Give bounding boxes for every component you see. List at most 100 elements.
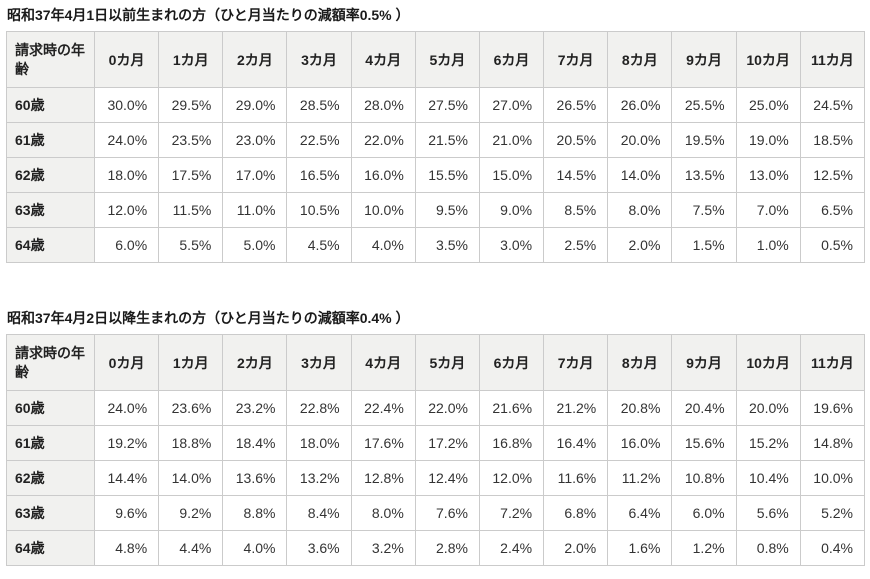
rate-cell: 20.0% xyxy=(735,390,801,426)
rate-cell: 12.0% xyxy=(478,460,545,496)
rate-cell: 18.8% xyxy=(158,425,224,461)
rate-cell: 24.0% xyxy=(93,390,160,426)
rate-cell: 12.5% xyxy=(799,157,866,193)
rate-cell: 20.0% xyxy=(607,122,673,158)
month-header-cell: 11カ月 xyxy=(799,334,866,391)
rate-cell: 10.0% xyxy=(799,460,866,496)
rate-cell: 0.8% xyxy=(735,530,801,566)
rate-cell: 15.5% xyxy=(414,157,480,193)
rate-cell: 22.0% xyxy=(414,390,480,426)
rate-cell: 6.5% xyxy=(799,192,866,228)
rate-cell: 6.8% xyxy=(543,495,609,531)
table-row: 63歳 9.6% 9.2% 8.8% 8.4% 8.0% 7.6% 7.2% 6.8% 6.4% 6… xyxy=(6,495,866,531)
rate-cell: 6.4% xyxy=(607,495,673,531)
rate-cell: 28.0% xyxy=(350,87,416,123)
rate-cell: 28.5% xyxy=(286,87,352,123)
rate-cell: 21.5% xyxy=(414,122,480,158)
rate-cell: 21.6% xyxy=(478,390,545,426)
rate-cell: 5.2% xyxy=(799,495,866,531)
rate-cell: 23.5% xyxy=(158,122,224,158)
rate-cell: 23.2% xyxy=(222,390,288,426)
rate-cell: 15.0% xyxy=(478,157,545,193)
header-row: 請求時の年齢 0カ月 1カ月 2カ月 3カ月 4カ月 5カ月 6カ月 7カ月 8カ月 9カ月 10カ月… xyxy=(6,334,866,391)
month-header-cell: 10カ月 xyxy=(735,334,801,391)
rate-cell: 22.4% xyxy=(350,390,416,426)
rate-cell: 5.5% xyxy=(158,227,224,263)
rate-cell: 8.5% xyxy=(543,192,609,228)
age-row-header: 60歳 xyxy=(6,390,95,426)
rate-cell: 14.0% xyxy=(158,460,224,496)
header-row: 請求時の年齢 0カ月 1カ月 2カ月 3カ月 4カ月 5カ月 6カ月 7カ月 8カ月 9カ月 10カ月… xyxy=(6,31,866,88)
corner-header-cell: 請求時の年齢 xyxy=(6,31,95,88)
rate-cell: 10.0% xyxy=(350,192,416,228)
table-row: 62歳 18.0% 17.5% 17.0% 16.5% 16.0% 15.5% 15.0% 14… xyxy=(6,157,866,193)
month-header-cell: 7カ月 xyxy=(543,334,609,391)
rate-cell: 11.6% xyxy=(543,460,609,496)
rate-cell: 5.6% xyxy=(735,495,801,531)
rate-cell: 12.0% xyxy=(93,192,160,228)
month-header-cell: 1カ月 xyxy=(158,334,224,391)
rate-cell: 17.2% xyxy=(414,425,480,461)
month-header-cell: 6カ月 xyxy=(478,334,545,391)
table-row: 64歳 4.8% 4.4% 4.0% 3.6% 3.2% 2.8% 2.4% 2.0% 1.6% 1… xyxy=(6,530,866,566)
table-section-before-showa37: 昭和37年4月1日以前生まれの方（ひと月当たりの減額率0.5% ） 請求時の年齢… xyxy=(6,8,870,263)
age-row-header: 64歳 xyxy=(6,227,95,263)
month-header-cell: 5カ月 xyxy=(414,334,480,391)
rate-cell: 13.2% xyxy=(286,460,352,496)
rate-cell: 18.0% xyxy=(286,425,352,461)
rate-cell: 13.0% xyxy=(735,157,801,193)
table-row: 61歳 19.2% 18.8% 18.4% 18.0% 17.6% 17.2% 16.8% 16… xyxy=(6,425,866,461)
rate-cell: 21.0% xyxy=(478,122,545,158)
rate-cell: 2.4% xyxy=(478,530,545,566)
month-header-cell: 8カ月 xyxy=(607,334,673,391)
rate-cell: 12.4% xyxy=(414,460,480,496)
rate-cell: 13.5% xyxy=(671,157,737,193)
rate-cell: 8.8% xyxy=(222,495,288,531)
age-row-header: 63歳 xyxy=(6,192,95,228)
rate-cell: 17.5% xyxy=(158,157,224,193)
rate-cell: 27.5% xyxy=(414,87,480,123)
rate-cell: 29.0% xyxy=(222,87,288,123)
rate-cell: 4.8% xyxy=(93,530,160,566)
month-header-cell: 10カ月 xyxy=(735,31,801,88)
rate-cell: 20.8% xyxy=(607,390,673,426)
age-row-header: 61歳 xyxy=(6,122,95,158)
rate-cell: 10.5% xyxy=(286,192,352,228)
rate-cell: 16.8% xyxy=(478,425,545,461)
table-row: 60歳 24.0% 23.6% 23.2% 22.8% 22.4% 22.0% 21.6% 21… xyxy=(6,390,866,426)
rate-cell: 3.0% xyxy=(478,227,545,263)
rate-cell: 3.6% xyxy=(286,530,352,566)
age-row-header: 60歳 xyxy=(6,87,95,123)
rate-cell: 11.5% xyxy=(158,192,224,228)
age-row-header: 62歳 xyxy=(6,460,95,496)
rate-cell: 26.5% xyxy=(543,87,609,123)
month-header-cell: 9カ月 xyxy=(671,334,737,391)
rate-cell: 21.2% xyxy=(543,390,609,426)
rate-cell: 15.6% xyxy=(671,425,737,461)
rate-cell: 18.4% xyxy=(222,425,288,461)
month-header-cell: 0カ月 xyxy=(93,31,160,88)
month-header-cell: 3カ月 xyxy=(286,31,352,88)
rate-cell: 10.8% xyxy=(671,460,737,496)
table-title: 昭和37年4月2日以降生まれの方（ひと月当たりの減額率0.4% ） xyxy=(7,310,410,326)
month-header-cell: 4カ月 xyxy=(350,31,416,88)
rate-cell: 7.5% xyxy=(671,192,737,228)
month-header-cell: 3カ月 xyxy=(286,334,352,391)
reduction-rate-table: 請求時の年齢 0カ月 1カ月 2カ月 3カ月 4カ月 5カ月 6カ月 7カ月 8カ月 9カ月 10カ月… xyxy=(6,31,866,263)
rate-cell: 8.0% xyxy=(607,192,673,228)
rate-cell: 2.8% xyxy=(414,530,480,566)
rate-cell: 12.8% xyxy=(350,460,416,496)
month-header-cell: 2カ月 xyxy=(222,31,288,88)
rate-cell: 7.2% xyxy=(478,495,545,531)
rate-cell: 16.0% xyxy=(607,425,673,461)
rate-cell: 17.6% xyxy=(350,425,416,461)
rate-cell: 24.0% xyxy=(93,122,160,158)
rate-cell: 18.0% xyxy=(93,157,160,193)
month-header-cell: 11カ月 xyxy=(799,31,866,88)
rate-cell: 5.0% xyxy=(222,227,288,263)
month-header-cell: 0カ月 xyxy=(93,334,160,391)
rate-cell: 14.5% xyxy=(543,157,609,193)
rate-cell: 4.0% xyxy=(222,530,288,566)
rate-cell: 14.0% xyxy=(607,157,673,193)
